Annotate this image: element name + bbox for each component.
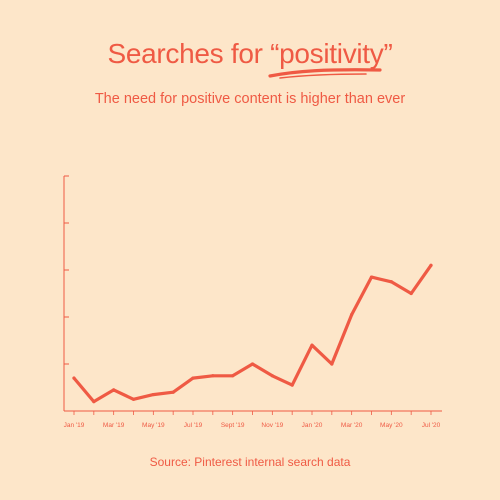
source-note: Source: Pinterest internal search data [149, 455, 351, 469]
x-tick-label: Nov '19 [261, 422, 283, 429]
y-axis-ticks [64, 175, 69, 412]
data-point [72, 376, 76, 380]
data-point [171, 390, 175, 394]
title-prefix: Searches for [107, 38, 271, 69]
title-quote-open: “ [270, 38, 280, 69]
x-tick-label: Jul '20 [422, 422, 441, 429]
data-point [211, 374, 215, 378]
series-points [72, 263, 433, 404]
data-point [429, 263, 433, 267]
data-point [330, 362, 334, 366]
title-highlight: positivity [279, 38, 384, 69]
x-tick-label: Mar '20 [341, 422, 363, 429]
chart-title: Searches for “positivity” [0, 38, 500, 70]
data-point [191, 376, 195, 380]
x-tick-label: Mar '19 [103, 422, 125, 429]
data-point [231, 374, 235, 378]
highlight-underline [268, 68, 382, 79]
x-tick-label: May '20 [380, 422, 403, 429]
x-tick-label: Sept '19 [221, 422, 245, 429]
data-point [310, 343, 314, 347]
data-point [112, 388, 116, 392]
x-tick-label: Jan '19 [64, 422, 85, 429]
x-tick-label: Jul '19 [184, 422, 203, 429]
data-point [131, 397, 136, 401]
data-point [250, 362, 255, 366]
data-point [270, 374, 274, 378]
data-point [290, 383, 294, 387]
data-point [369, 275, 374, 279]
x-tick-label: May '19 [142, 422, 165, 429]
data-point [151, 392, 155, 397]
x-tick-label: Jan '20 [302, 422, 323, 429]
x-axis-ticks [73, 411, 432, 415]
title-quote-close: ” [383, 38, 393, 69]
data-point [350, 313, 354, 317]
data-point [409, 291, 413, 296]
chart-subtitle: The need for positive content is higher … [94, 91, 406, 107]
data-point [92, 400, 96, 404]
series-line [72, 263, 433, 404]
x-axis-labels: Jan '19 Mar '19 May '19 Jul '19 Sept '19 Nov … [64, 422, 441, 429]
data-point [389, 280, 393, 284]
